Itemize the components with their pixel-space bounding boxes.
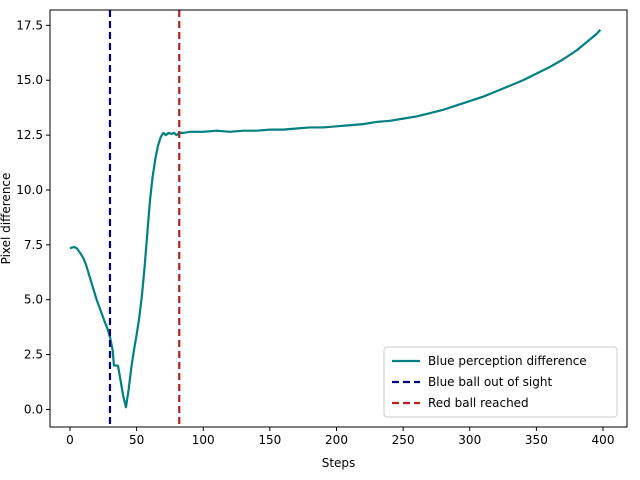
y-tick-label: 15.0: [16, 73, 43, 87]
x-tick-label: 300: [458, 433, 481, 447]
x-tick-label: 0: [66, 433, 74, 447]
x-tick-label: 250: [392, 433, 415, 447]
legend-label-2: Red ball reached: [428, 396, 529, 410]
y-tick-label: 12.5: [16, 128, 43, 142]
x-tick-label: 200: [325, 433, 348, 447]
series-line-0: [69, 29, 602, 409]
x-tick-label: 100: [192, 433, 215, 447]
x-tick-label: 350: [525, 433, 548, 447]
x-axis-label: Steps: [322, 456, 356, 470]
y-axis-label: Pixel difference: [0, 173, 13, 265]
legend-box: [383, 346, 618, 418]
y-tick-label: 7.5: [24, 238, 43, 252]
axes-frame: [49, 9, 628, 428]
legend: Blue perception difference Blue ball out …: [383, 346, 618, 418]
axes: 0 50 100 150 200 250 300 350 400 0.0 2.5 5.0 7.5 10.0…: [16, 9, 628, 447]
plot-area: [69, 10, 602, 427]
x-tick-label: 150: [258, 433, 281, 447]
y-tick-label: 10.0: [16, 183, 43, 197]
x-tick-label: 50: [129, 433, 144, 447]
series-group: [69, 10, 602, 427]
legend-label-0: Blue perception difference: [428, 354, 587, 368]
y-tick-label: 2.5: [24, 348, 43, 362]
legend-label-1: Blue ball out of sight: [428, 375, 552, 389]
y-tick-label: 0.0: [24, 402, 43, 416]
y-tick-label: 17.5: [16, 18, 43, 32]
y-tick-label: 5.0: [24, 293, 43, 307]
x-tick-label: 400: [592, 433, 615, 447]
